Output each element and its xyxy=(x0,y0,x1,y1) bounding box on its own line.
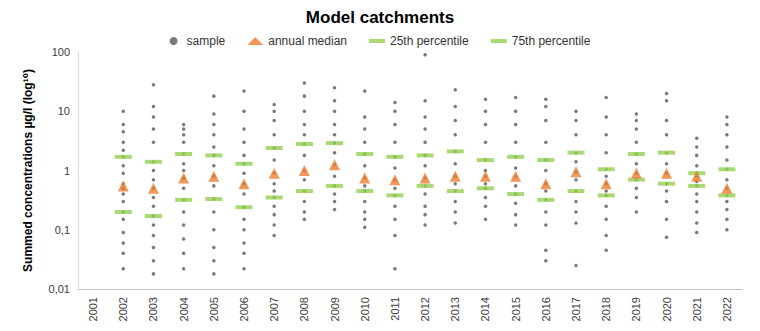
svg-text:2009: 2009 xyxy=(329,297,341,321)
svg-text:0,01: 0,01 xyxy=(49,283,70,295)
svg-text:2004: 2004 xyxy=(178,297,190,321)
svg-text:2019: 2019 xyxy=(630,297,642,321)
svg-text:2005: 2005 xyxy=(208,297,220,321)
svg-text:100: 100 xyxy=(52,46,70,58)
svg-text:75th percentile: 75th percentile xyxy=(512,34,591,48)
svg-text:2002: 2002 xyxy=(117,297,129,321)
svg-text:0,1: 0,1 xyxy=(55,224,70,236)
svg-text:2016: 2016 xyxy=(540,297,552,321)
svg-text:2012: 2012 xyxy=(419,297,431,321)
svg-text:2014: 2014 xyxy=(479,297,491,321)
svg-text:10: 10 xyxy=(58,105,70,117)
svg-text:annual median: annual median xyxy=(268,34,347,48)
svg-text:Summed concentrations µg/l (lo: Summed concentrations µg/l (log¹⁰) xyxy=(21,69,35,272)
svg-text:25th percentile: 25th percentile xyxy=(390,34,469,48)
svg-text:2021: 2021 xyxy=(691,297,703,321)
svg-text:2010: 2010 xyxy=(359,297,371,321)
svg-text:2006: 2006 xyxy=(238,297,250,321)
svg-text:2020: 2020 xyxy=(661,297,673,321)
svg-text:1: 1 xyxy=(64,165,70,177)
svg-text:2017: 2017 xyxy=(570,297,582,321)
svg-text:2011: 2011 xyxy=(389,297,401,321)
svg-text:2008: 2008 xyxy=(298,297,310,321)
svg-text:2015: 2015 xyxy=(510,297,522,321)
svg-text:2003: 2003 xyxy=(147,297,159,321)
svg-text:2007: 2007 xyxy=(268,297,280,321)
svg-text:2001: 2001 xyxy=(87,297,99,321)
svg-text:2022: 2022 xyxy=(721,297,733,321)
svg-text:Model catchments: Model catchments xyxy=(306,8,454,27)
svg-text:sample: sample xyxy=(187,34,226,48)
svg-text:2013: 2013 xyxy=(449,297,461,321)
svg-text:2018: 2018 xyxy=(600,297,612,321)
